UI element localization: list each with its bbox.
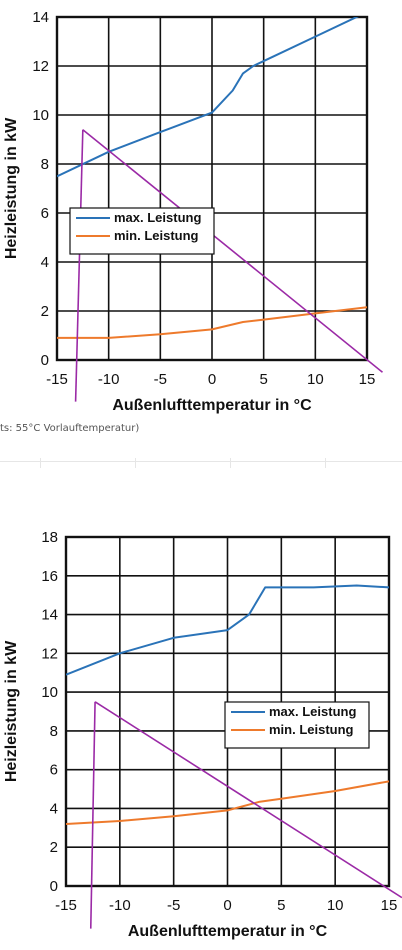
divider-tick [325,458,326,468]
annotation-diagonal-line [94,701,402,899]
x-tick-label: 10 [307,371,324,388]
y-tick-label: 2 [50,839,58,856]
y-tick-label: 16 [41,568,58,585]
legend-label: max. Leistung [269,704,356,719]
x-tick-label: -15 [55,897,77,914]
x-tick-label: -5 [167,897,180,914]
x-tick-label: 15 [381,897,398,914]
divider-tick [135,458,136,468]
annotation-vertical-line [89,701,96,929]
x-tick-label: 5 [277,897,285,914]
x-tick-label: 10 [327,897,344,914]
y-tick-label: 8 [41,156,49,173]
plot-frame [64,535,391,888]
y-tick-label: 12 [41,645,58,662]
series-line-max-leistung [66,584,389,676]
section-divider [0,453,402,462]
chart-caption: ts: 55°C Vorlauftemperatur) [0,423,140,434]
x-axis-label: Außenlufttemperatur in °C [112,397,312,414]
legend-label: min. Leistung [269,722,354,737]
y-tick-label: 10 [41,684,58,701]
y-tick-label: 14 [41,607,58,624]
legend-box [69,207,215,255]
series-line-min-leistung [66,780,389,825]
x-tick-label: 0 [208,371,216,388]
y-tick-label: 8 [50,723,58,740]
annotation-vertical-line [74,129,84,402]
x-tick-label: 0 [223,897,231,914]
y-tick-label: 2 [41,303,49,320]
x-tick-label: -15 [46,371,68,388]
series-line-min-leistung [57,306,367,339]
x-tick-label: 5 [259,371,267,388]
annotation-diagonal-line [82,129,384,373]
legend-label: min. Leistung [114,228,199,243]
y-axis-label: Heizleistung in kW [3,117,20,259]
y-tick-label: 4 [50,800,58,817]
series-line-max-leistung [57,17,359,178]
plot-frame [55,15,369,362]
divider-tick [40,458,41,468]
series-group [57,17,367,339]
y-tick-label: 0 [50,878,58,895]
legend-box [224,701,370,749]
x-axis-label: Außenlufttemperatur in °C [128,923,328,940]
y-axis-label: Heizleistung in kW [3,640,20,782]
x-tick-label: -5 [154,371,167,388]
x-tick-label: 15 [359,371,376,388]
chart-1: -15 -10 -5 0 5 10 15 0 2 4 6 8 10 12 14 max. Leistung mi… [3,9,384,414]
y-tick-label: 18 [41,529,58,546]
x-tick-label: -10 [98,371,120,388]
y-tick-label: 0 [41,352,49,369]
y-tick-label: 14 [32,9,49,26]
y-tick-label: 6 [50,762,58,779]
divider-tick [230,458,231,468]
y-tick-label: 4 [41,254,49,271]
chart-2: -15 -10 -5 0 5 10 15 0 2 4 6 8 10 12 14 16 18 max. Leistu… [3,529,402,940]
y-tick-label: 10 [32,107,49,124]
series-group [66,584,389,825]
y-tick-label: 12 [32,58,49,75]
x-tick-label: -10 [109,897,131,914]
y-tick-label: 6 [41,205,49,222]
legend-label: max. Leistung [114,210,201,225]
